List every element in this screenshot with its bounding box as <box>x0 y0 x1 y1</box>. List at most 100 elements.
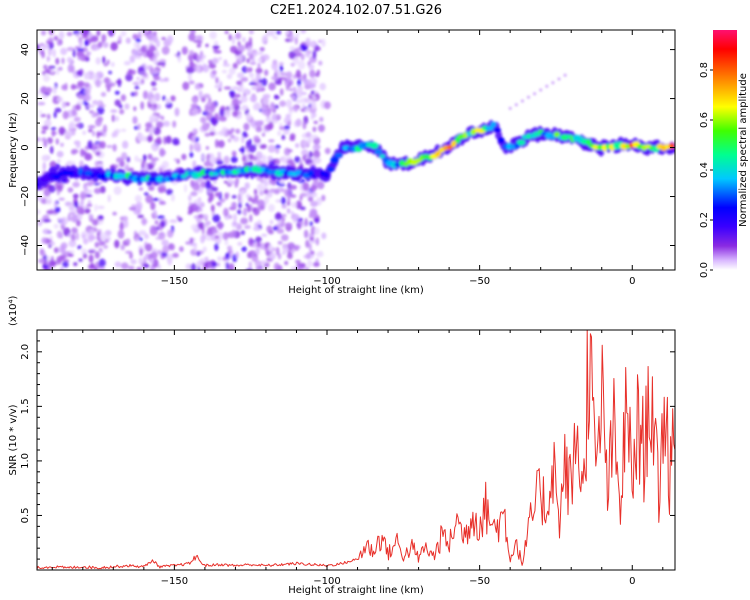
noise-speck <box>274 144 281 149</box>
noise-speck <box>120 221 124 230</box>
noise-speck <box>46 255 51 263</box>
noise-speck <box>269 188 277 193</box>
noise-speck <box>112 130 119 138</box>
noise-speck <box>313 144 321 150</box>
noise-speck <box>79 191 87 200</box>
noise-speck <box>207 262 212 269</box>
noise-speck <box>67 187 74 193</box>
noise-speck <box>324 147 331 155</box>
noise-speck <box>311 41 315 46</box>
noise-speck <box>132 33 138 40</box>
noise-speck <box>279 62 284 66</box>
noise-speck <box>149 225 157 233</box>
noise-speck <box>231 202 236 209</box>
noise-speck <box>133 230 138 237</box>
noise-speck <box>200 234 205 244</box>
noise-speck <box>302 182 310 191</box>
colorbar-tick-label: 0.6 <box>699 112 710 128</box>
noise-speck <box>233 213 237 222</box>
noise-speck <box>98 240 104 247</box>
noise-speck <box>306 252 311 260</box>
noise-speck <box>248 237 254 247</box>
noise-speck <box>156 121 164 129</box>
noise-speck <box>155 39 161 48</box>
noise-speck <box>64 82 68 91</box>
noise-speck <box>223 180 228 184</box>
noise-speck <box>96 162 104 169</box>
noise-speck <box>214 131 220 136</box>
noise-speck <box>229 207 237 211</box>
noise-speck <box>305 37 311 46</box>
noise-speck <box>308 151 314 158</box>
noise-speck <box>94 204 98 212</box>
noise-speck <box>243 122 250 131</box>
noise-speck <box>315 251 324 258</box>
noise-speck <box>151 157 159 162</box>
noise-speck <box>200 202 205 208</box>
noise-speck <box>297 60 306 70</box>
noise-speck <box>197 197 202 203</box>
noise-speck <box>301 45 308 52</box>
noise-speck <box>190 30 196 35</box>
noise-speck <box>227 138 232 143</box>
noise-speck <box>252 78 260 82</box>
noise-speck <box>209 131 216 136</box>
noise-speck <box>115 163 119 169</box>
noise-speck <box>289 194 297 198</box>
noise-speck <box>162 95 166 101</box>
noise-speck <box>297 221 304 225</box>
noise-speck <box>219 108 225 117</box>
noise-speck <box>87 125 96 129</box>
noise-speck <box>88 235 97 240</box>
noise-speck <box>295 259 301 264</box>
snr-ytick-label: 2.0 <box>20 344 31 360</box>
noise-speck <box>260 78 268 87</box>
noise-speck <box>262 93 271 99</box>
noise-speck <box>62 110 69 120</box>
noise-speck <box>41 237 48 244</box>
noise-speck <box>61 101 67 109</box>
noise-speck <box>56 255 64 262</box>
noise-speck <box>275 246 280 256</box>
noise-speck <box>56 38 62 46</box>
noise-speck <box>251 156 258 161</box>
noise-speck <box>94 251 100 259</box>
noise-speck <box>197 54 202 62</box>
noise-speck <box>297 265 302 270</box>
noise-speck <box>58 197 65 201</box>
noise-speck <box>545 84 549 88</box>
noise-speck <box>255 151 263 160</box>
noise-speck <box>253 194 259 200</box>
noise-speck <box>271 113 278 121</box>
noise-speck <box>110 42 118 51</box>
noise-speck <box>112 211 117 216</box>
ridge-blob <box>451 140 457 148</box>
noise-speck <box>310 184 318 191</box>
noise-speck <box>234 182 239 188</box>
noise-speck <box>208 97 212 103</box>
noise-speck <box>37 195 43 201</box>
noise-speck <box>52 85 57 95</box>
noise-speck <box>310 90 315 95</box>
noise-speck <box>81 248 88 255</box>
noise-speck <box>135 38 141 43</box>
noise-speck <box>232 110 239 118</box>
noise-speck <box>255 246 260 256</box>
noise-speck <box>56 96 63 102</box>
noise-speck <box>212 58 219 64</box>
noise-speck <box>120 262 129 270</box>
noise-speck <box>305 239 310 248</box>
noise-speck <box>276 158 281 165</box>
snr-frame <box>36 329 676 571</box>
noise-speck <box>143 92 147 99</box>
noise-speck <box>96 132 104 136</box>
noise-speck <box>225 253 229 260</box>
noise-speck <box>114 99 121 107</box>
noise-speck <box>145 122 153 129</box>
noise-speck <box>215 160 224 166</box>
noise-speck <box>146 135 153 143</box>
noise-speck <box>309 210 318 218</box>
noise-speck <box>315 237 320 246</box>
noise-speck <box>268 82 276 91</box>
